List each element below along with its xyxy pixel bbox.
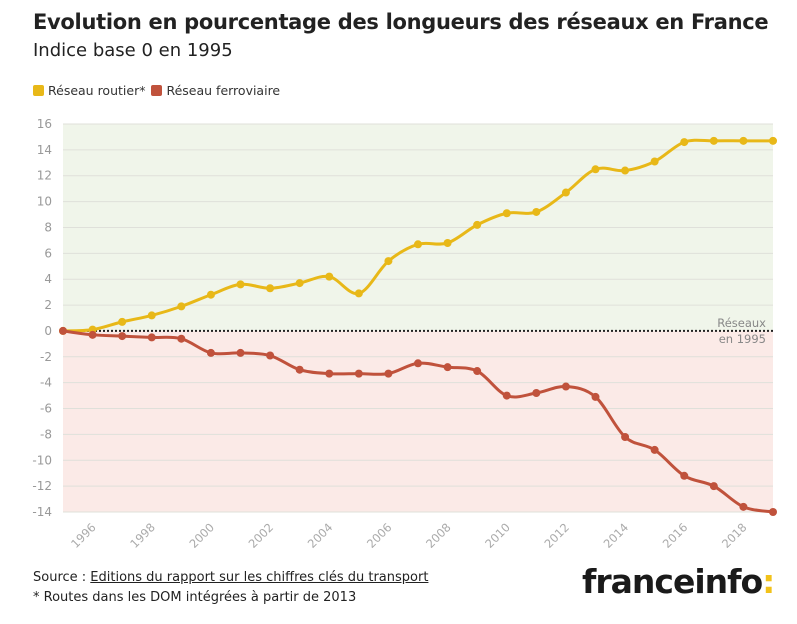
data-point-road — [591, 165, 600, 174]
x-tick-label: 1996 — [68, 520, 99, 551]
data-point-road — [147, 311, 156, 320]
x-tick-label: 1998 — [127, 520, 158, 551]
data-point-road — [414, 240, 422, 249]
footnote: * Routes dans les DOM intégrées à partir… — [33, 590, 357, 605]
y-tick-label: 4 — [44, 272, 52, 286]
data-point-rail — [384, 369, 393, 378]
data-point-rail — [325, 369, 334, 378]
data-point-road — [532, 207, 541, 216]
data-point-rail — [739, 502, 748, 511]
x-tick-label: 2010 — [482, 520, 513, 551]
data-point-rail — [147, 333, 156, 342]
source-line: Source : Editions du rapport sur les chi… — [33, 570, 428, 585]
y-tick-label: 6 — [44, 246, 52, 260]
legend-swatch-rail — [151, 85, 163, 96]
x-tick-label: 2016 — [660, 520, 691, 551]
data-point-road — [769, 136, 777, 145]
x-tick-label: 2006 — [364, 520, 395, 551]
legend-swatch-road — [33, 85, 44, 96]
data-point-rail — [266, 351, 275, 360]
x-tick-label: 2014 — [601, 520, 632, 551]
data-point-road — [384, 257, 393, 266]
baseline-label: en 1995 — [719, 332, 766, 346]
data-point-rail — [621, 432, 630, 441]
data-point-road — [561, 188, 570, 197]
chart-title: Evolution en pourcentage des longueurs d… — [33, 10, 769, 34]
y-tick-label: 16 — [37, 117, 52, 131]
data-point-road — [709, 136, 718, 145]
data-point-rail — [443, 363, 452, 372]
data-point-road — [206, 290, 215, 299]
y-tick-label: -6 — [40, 402, 52, 416]
data-point-rail — [177, 334, 186, 343]
y-tick-label: -14 — [32, 505, 52, 519]
data-point-road — [236, 280, 245, 289]
logo-text: franceinfo — [582, 562, 763, 601]
data-point-road — [621, 166, 630, 175]
data-point-rail — [414, 359, 422, 368]
y-tick-label: -10 — [32, 453, 52, 467]
data-point-rail — [709, 482, 718, 491]
legend-item-road: Réseau routier* — [33, 83, 145, 98]
legend: Réseau routier* Réseau ferroviaire — [33, 83, 280, 98]
logo-mark: : — [762, 562, 775, 601]
x-tick-label: 2012 — [541, 520, 572, 551]
data-point-rail — [502, 391, 511, 400]
source-prefix: Source : — [33, 570, 91, 585]
data-point-rail — [680, 471, 689, 480]
franceinfo-logo: franceinfo: — [582, 562, 775, 601]
x-tick-label: 2002 — [246, 520, 277, 551]
y-tick-label: 2 — [44, 298, 52, 312]
data-point-road — [739, 136, 748, 145]
data-point-rail — [59, 326, 67, 335]
y-tick-label: -2 — [40, 350, 52, 364]
data-point-rail — [295, 365, 304, 374]
chart-subtitle: Indice base 0 en 1995 — [33, 40, 233, 61]
x-tick-label: 2018 — [719, 520, 750, 551]
data-point-road — [325, 272, 334, 281]
negative-background — [63, 330, 773, 512]
y-tick-label: 12 — [37, 169, 52, 183]
x-tick-label: 2004 — [305, 520, 336, 551]
data-point-road — [177, 302, 186, 311]
data-point-road — [266, 284, 275, 293]
data-point-rail — [532, 389, 541, 398]
data-point-road — [502, 209, 511, 218]
data-point-road — [354, 289, 363, 298]
y-tick-label: 0 — [44, 324, 52, 338]
data-point-rail — [118, 332, 127, 341]
data-point-road — [650, 157, 659, 166]
data-point-rail — [650, 445, 659, 454]
data-point-rail — [206, 348, 215, 357]
data-point-rail — [769, 508, 777, 516]
y-tick-label: 10 — [37, 195, 52, 209]
data-point-road — [443, 238, 452, 247]
data-point-rail — [561, 382, 570, 391]
y-tick-label: -4 — [40, 376, 52, 390]
data-point-road — [473, 220, 482, 229]
y-tick-label: 14 — [37, 143, 52, 157]
legend-item-rail: Réseau ferroviaire — [151, 83, 280, 98]
x-tick-label: 2008 — [423, 520, 454, 551]
y-tick-label: 8 — [44, 220, 52, 234]
x-tick-label: 2000 — [186, 520, 217, 551]
source-link[interactable]: Editions du rapport sur les chiffres clé… — [90, 570, 429, 585]
y-tick-label: -12 — [32, 479, 52, 493]
data-point-rail — [473, 367, 482, 376]
data-point-rail — [354, 369, 363, 378]
data-point-road — [295, 279, 304, 288]
data-point-road — [118, 317, 127, 326]
data-point-road — [680, 138, 689, 147]
legend-label-road: Réseau routier* — [48, 83, 146, 98]
legend-label-rail: Réseau ferroviaire — [166, 83, 281, 98]
baseline-label: Réseaux — [717, 316, 766, 330]
data-point-rail — [236, 348, 245, 357]
data-point-rail — [88, 330, 97, 339]
y-tick-label: -8 — [40, 427, 52, 441]
data-point-rail — [591, 392, 600, 401]
